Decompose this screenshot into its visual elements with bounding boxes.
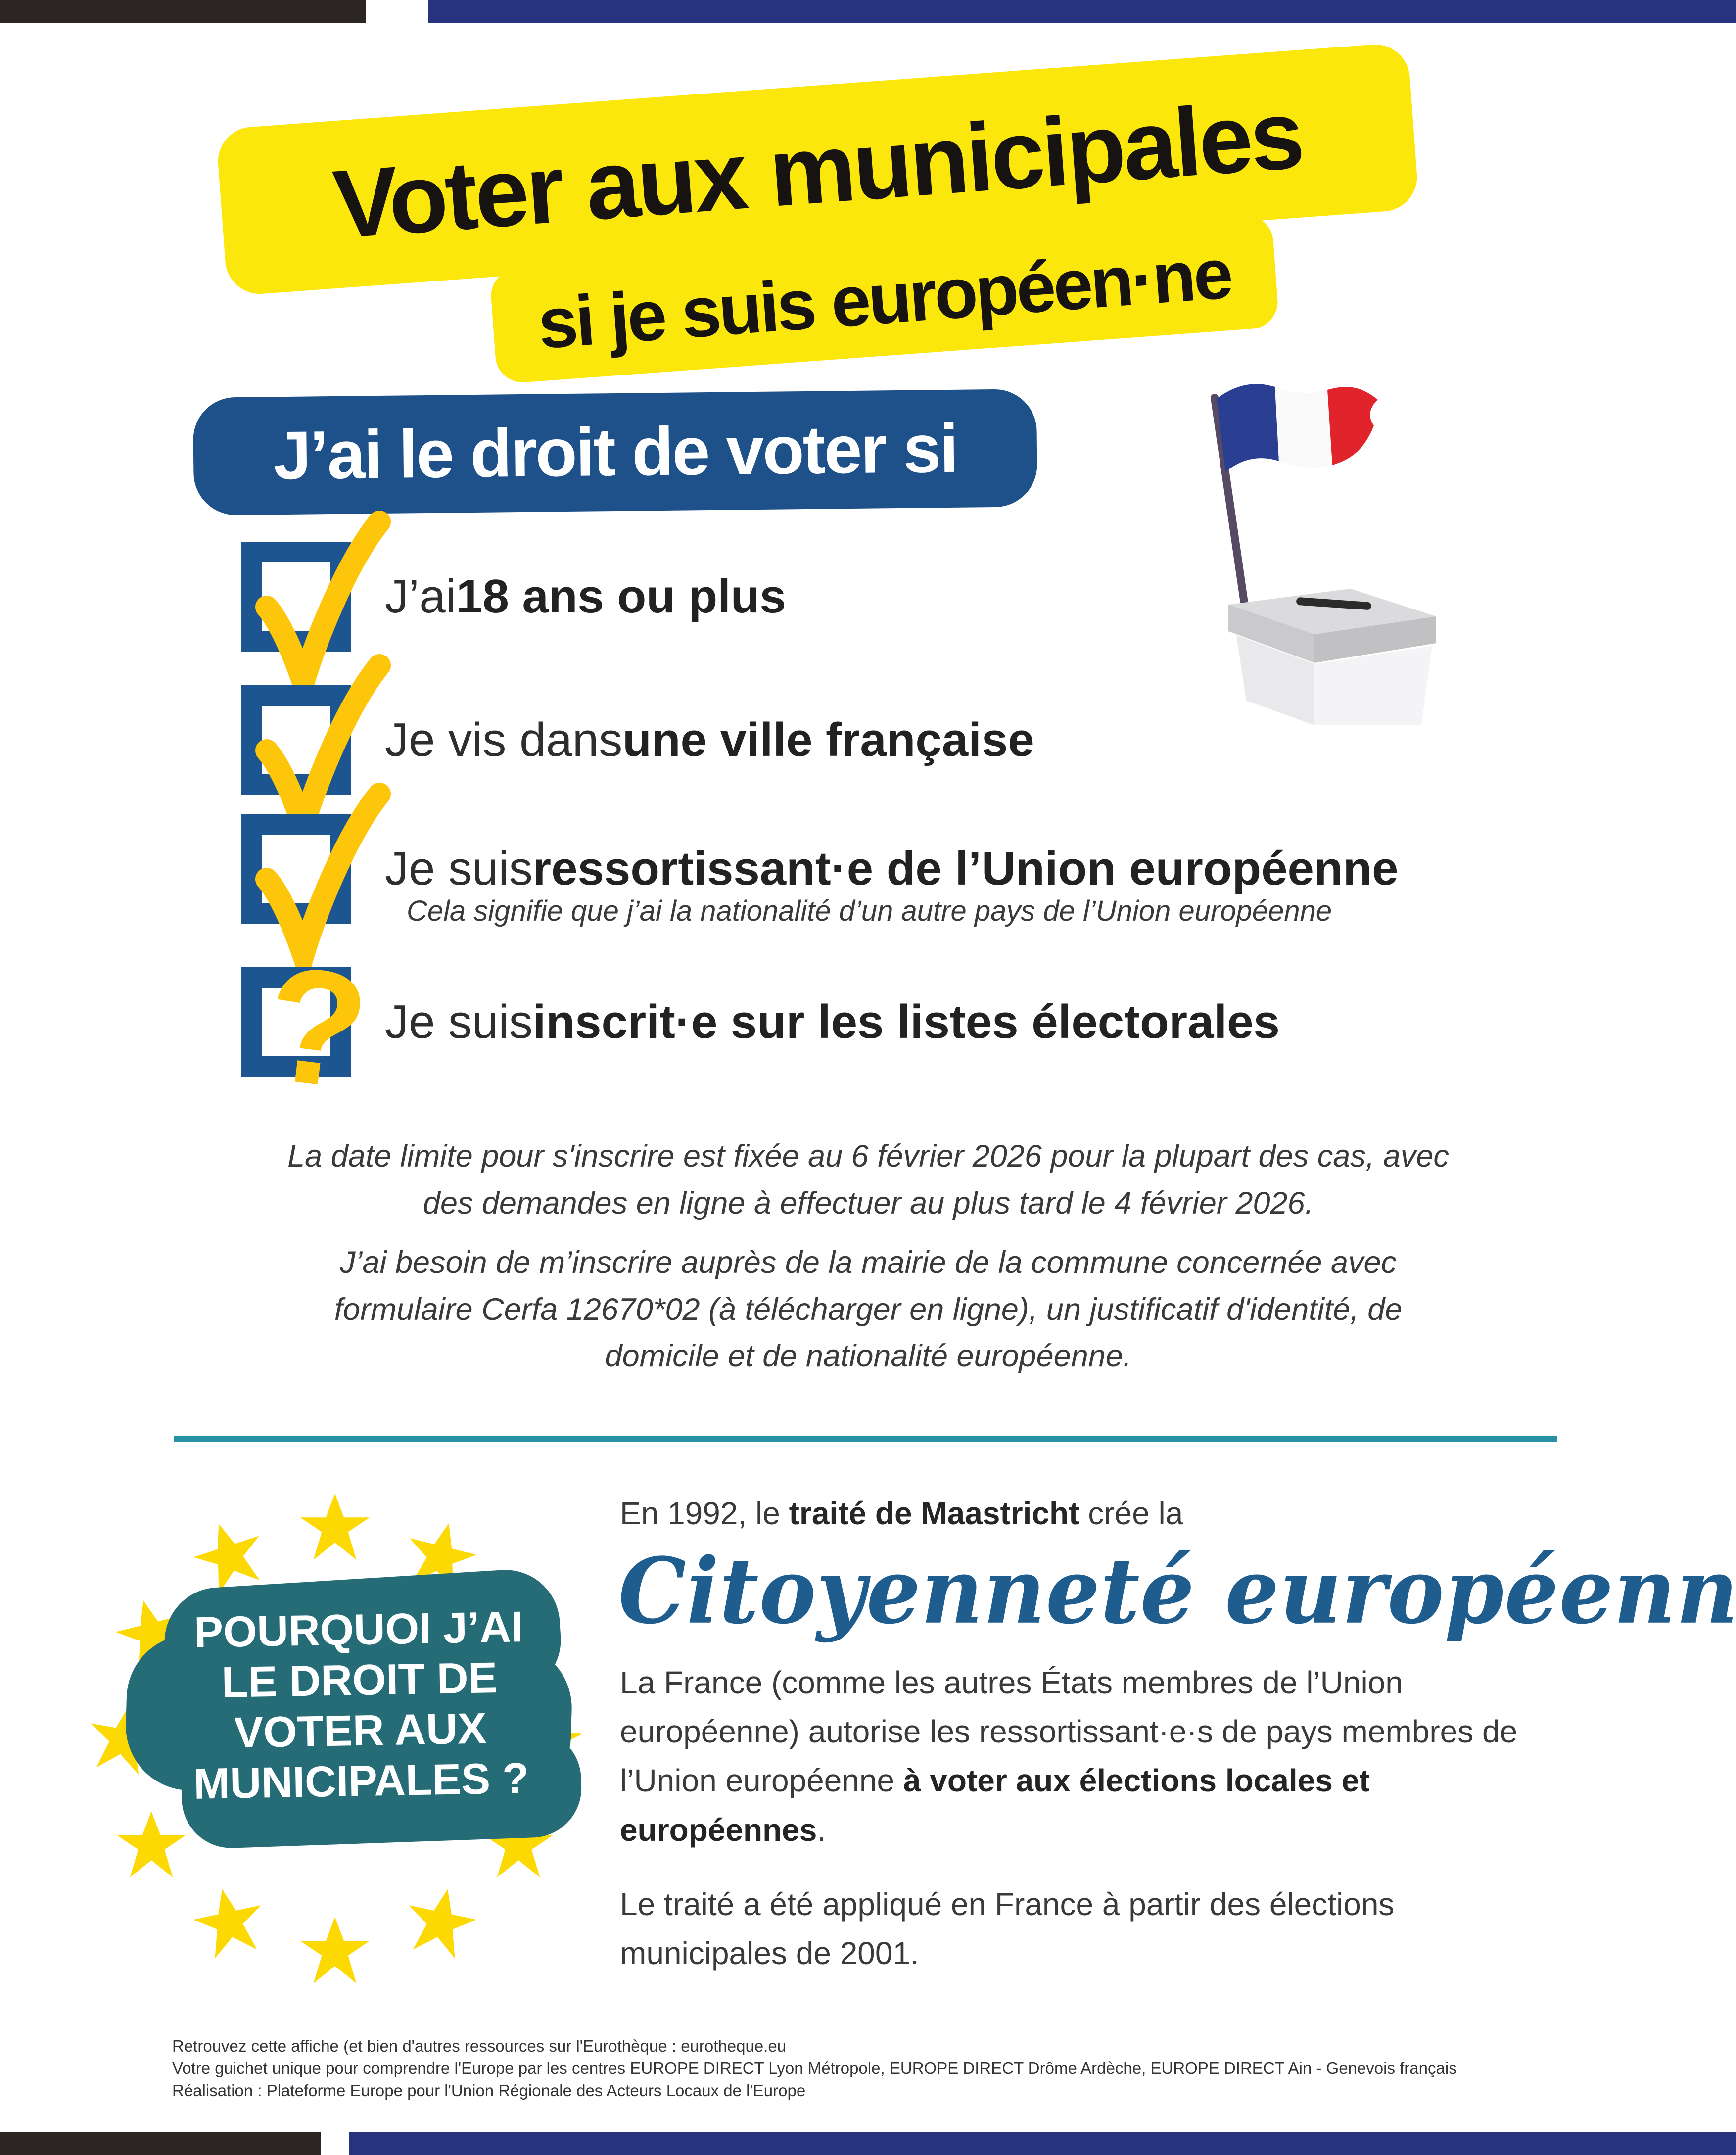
why-bubble: POURQUOI J’AI LE DROIT DE VOTER AUX MUNI… <box>124 1566 596 1860</box>
checkbox-icon <box>241 783 391 992</box>
item-bold: inscrit·e sur les listes électorales <box>532 995 1280 1048</box>
footer: Retrouvez cette affiche (et bien d'autre… <box>172 2035 1457 2102</box>
why-bubble-line: MUNICIPALES ? <box>193 1753 529 1809</box>
footer-line: Retrouvez cette affiche (et bien d'autre… <box>172 2037 787 2055</box>
checklist-item-registered: Je suis inscrit·e sur les listes élector… <box>385 967 1280 1077</box>
eu-star-icon <box>300 1494 370 1560</box>
checkbox-icon <box>241 654 391 863</box>
ballot-box-lid-top <box>1228 589 1436 634</box>
ballot-slot <box>1296 597 1371 610</box>
footer-line: Votre guichet unique pour comprendre l'E… <box>172 2059 1457 2077</box>
checkbox-icon <box>241 511 391 720</box>
why-bubble-line: POURQUOI J’AI <box>193 1602 524 1657</box>
footer-line: Réalisation : Plateforme Europe pour l'U… <box>172 2081 806 2100</box>
flag-pole <box>1211 394 1249 613</box>
item-prefix: Je suis <box>385 995 533 1048</box>
maastricht-intro: En 1992, le traité de Maastricht crée la <box>620 1496 1183 1531</box>
bottom-bar-black <box>0 2132 321 2155</box>
citizenship-paragraph: La France (comme les autres États membre… <box>620 1665 1518 1848</box>
ballot-box-body-front <box>1314 646 1432 725</box>
item-bold: ressortissant·e de l’Union européenne <box>532 842 1399 895</box>
eu-star-icon <box>300 1917 370 1983</box>
treaty-paragraph: Le traité a été appliqué en France à par… <box>620 1886 1395 1971</box>
rights-banner: J’ai le droit de voter si <box>192 389 1038 515</box>
ballot-box-lid-right <box>1314 616 1436 663</box>
ballot-box-illustration <box>1211 384 1436 725</box>
title-bubble: Voter aux municipales si je suis europée… <box>215 42 1447 384</box>
top-bar-black <box>0 0 366 23</box>
item-prefix: Je suis <box>385 842 533 895</box>
ballot-box-body-left <box>1236 635 1314 725</box>
eu-star-icon <box>188 1882 270 1961</box>
script-title: Citoyenneté européenne <box>618 1538 1736 1644</box>
check-icon <box>255 783 391 992</box>
check-icon <box>255 511 391 720</box>
why-bubble-line: LE DROIT DE <box>221 1653 498 1707</box>
checklist-item-city: Je vis dans une ville française <box>385 685 1034 795</box>
deadline-note: La date limite pour s'inscrire est fixée… <box>287 1139 1449 1220</box>
registration-note: J’ai besoin de m’inscrire auprès de la m… <box>334 1245 1403 1373</box>
item-bold: une ville française <box>622 713 1034 766</box>
item-note: Cela signifie que j’ai la nationalité d’… <box>407 895 1332 927</box>
rights-banner-label: J’ai le droit de voter si <box>273 410 958 494</box>
why-bubble-line: VOTER AUX <box>234 1703 487 1757</box>
french-flag-icon <box>1217 384 1378 472</box>
section-divider <box>174 1436 1557 1442</box>
why-bubble-text: POURQUOI J’AI LE DROIT DE VOTER AUX MUNI… <box>125 1600 596 1811</box>
check-icon <box>255 654 391 863</box>
top-bar-blue <box>428 0 1736 23</box>
item-prefix: J’ai <box>385 570 457 623</box>
question-icon: ? <box>256 931 377 1124</box>
eu-star-icon <box>400 1882 482 1961</box>
checkbox-icon: ? <box>241 931 377 1124</box>
item-bold: 18 ans ou plus <box>456 570 786 623</box>
checklist-item-age: J’ai 18 ans ou plus <box>385 542 786 652</box>
checklist-item-eu-national: Je suis ressortissant·e de l’Union europ… <box>385 814 1399 924</box>
ballot-box-lid-left <box>1228 605 1314 663</box>
item-prefix: Je vis dans <box>385 713 623 766</box>
bottom-bar-blue <box>349 2132 1736 2155</box>
